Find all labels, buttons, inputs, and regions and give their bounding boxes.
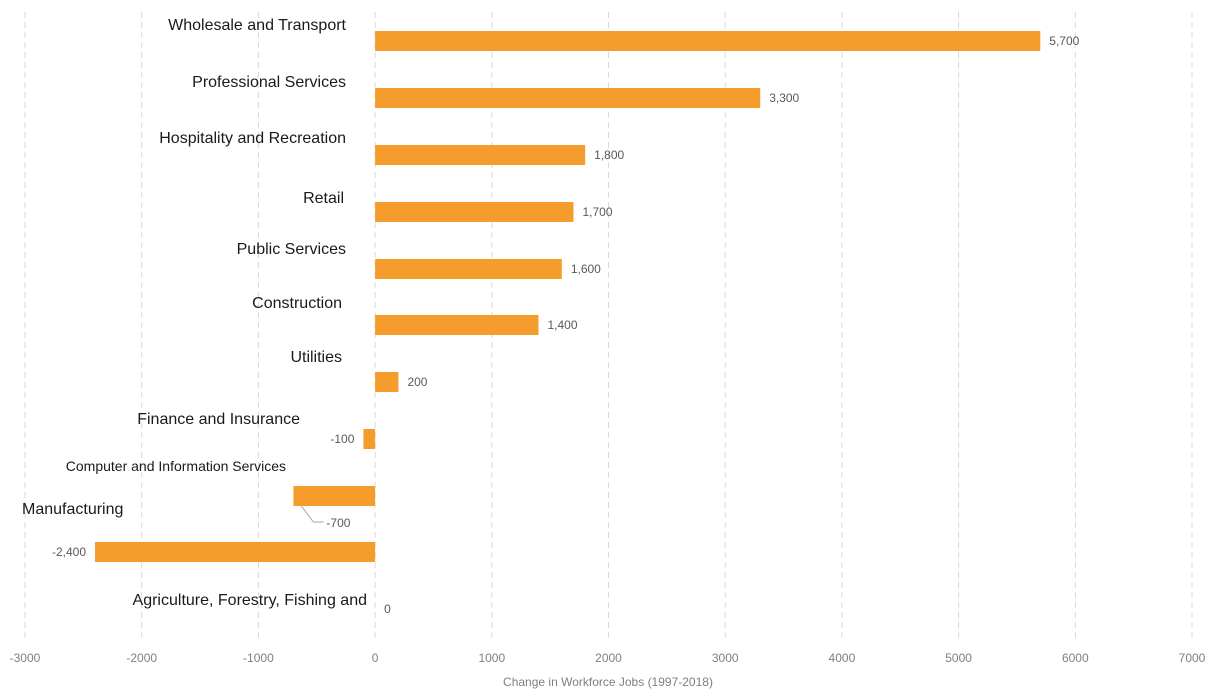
x-tick-label-5: 2000 bbox=[595, 651, 622, 665]
x-tick-label-1: -2000 bbox=[126, 651, 157, 665]
data-label-6: 200 bbox=[407, 375, 427, 389]
x-tick-label-2: -1000 bbox=[243, 651, 274, 665]
bar-6 bbox=[375, 372, 399, 392]
category-label-3: Retail bbox=[303, 190, 344, 207]
leader-line-8 bbox=[301, 505, 324, 523]
bar-3 bbox=[375, 202, 574, 222]
category-label-0: Wholesale and Transport bbox=[168, 17, 346, 34]
bar-8 bbox=[293, 486, 376, 506]
data-label-0: 5,700 bbox=[1049, 34, 1079, 48]
data-label-4: 1,600 bbox=[571, 262, 601, 276]
category-label-7: Finance and Insurance bbox=[137, 411, 300, 428]
category-label-2: Hospitality and Recreation bbox=[159, 130, 346, 147]
x-tick-label-9: 6000 bbox=[1062, 651, 1089, 665]
bar-1 bbox=[375, 88, 761, 108]
x-tick-label-7: 4000 bbox=[829, 651, 856, 665]
bar-0 bbox=[375, 31, 1041, 51]
x-tick-label-8: 5000 bbox=[945, 651, 972, 665]
category-label-1: Professional Services bbox=[192, 74, 346, 91]
data-label-1: 3,300 bbox=[769, 91, 799, 105]
x-tick-label-6: 3000 bbox=[712, 651, 739, 665]
category-label-4: Public Services bbox=[237, 241, 346, 258]
data-label-3: 1,700 bbox=[582, 205, 612, 219]
x-tick-label-4: 1000 bbox=[478, 651, 505, 665]
data-label-5: 1,400 bbox=[547, 318, 577, 332]
bar-2 bbox=[375, 145, 586, 165]
category-label-8: Computer and Information Services bbox=[66, 458, 286, 474]
bar-9 bbox=[95, 542, 376, 562]
data-label-10: 0 bbox=[384, 602, 391, 616]
labels: -3000 -2000 -1000 0 1000 2000 3000 4000 5000 6000… bbox=[10, 17, 1206, 665]
bars bbox=[95, 31, 1041, 562]
bar-7 bbox=[363, 429, 376, 449]
x-tick-label-0: -3000 bbox=[10, 651, 41, 665]
category-label-9: Manufacturing bbox=[22, 501, 123, 518]
data-label-2: 1,800 bbox=[594, 148, 624, 162]
x-tick-label-3: 0 bbox=[372, 651, 379, 665]
data-label-7: -100 bbox=[330, 432, 354, 446]
x-axis-title: Change in Workforce Jobs (1997-2018) bbox=[503, 675, 713, 689]
x-tick-label-10: 7000 bbox=[1179, 651, 1206, 665]
data-label-8: -700 bbox=[326, 516, 350, 530]
bar-5 bbox=[375, 315, 539, 335]
data-label-9: -2,400 bbox=[52, 545, 86, 559]
category-label-5: Construction bbox=[252, 295, 342, 312]
category-label-6: Utilities bbox=[290, 349, 342, 366]
bar-4 bbox=[375, 259, 562, 279]
category-label-10: Agriculture, Forestry, Fishing and bbox=[133, 592, 367, 609]
